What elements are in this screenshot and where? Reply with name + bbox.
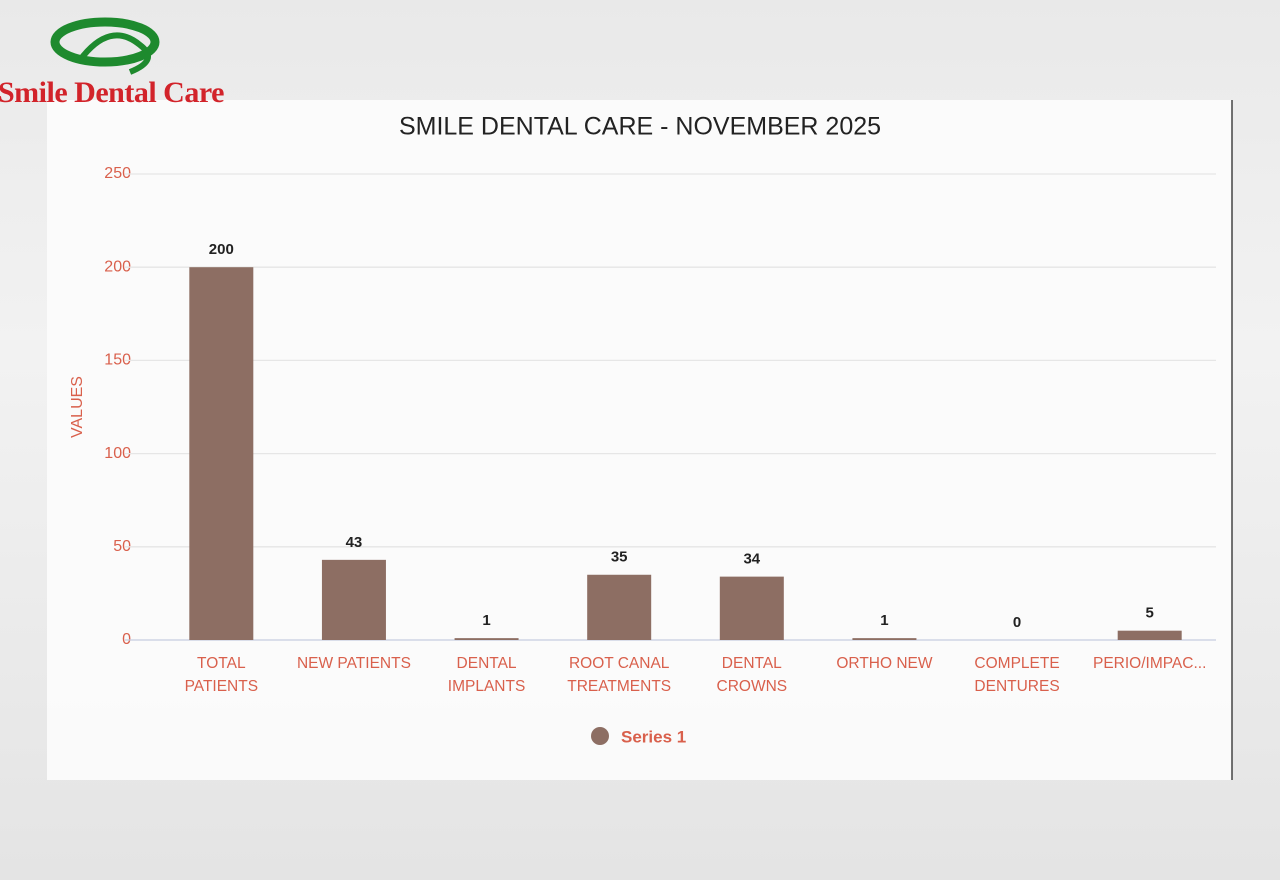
y-tick-label: 50	[113, 538, 131, 555]
data-label: 5	[1146, 605, 1154, 622]
x-tick-label: TOTAL PATIENTS	[184, 655, 259, 695]
legend-marker	[591, 727, 609, 745]
y-axis-label: VALUES	[69, 376, 86, 438]
y-tick-label: 250	[104, 165, 131, 182]
y-tick-label: 200	[104, 258, 131, 275]
y-tick-label: 150	[104, 352, 131, 369]
logo-text: Smile Dental Care	[0, 76, 224, 109]
bar	[587, 574, 652, 640]
chart-title: SMILE DENTAL CARE - NOVEMBER 2025	[399, 113, 881, 141]
bar	[719, 576, 784, 640]
x-tick-label: DENTAL CROWNS	[716, 655, 788, 695]
x-tick-label: PERIO/IMPAC...	[1092, 655, 1207, 672]
bar	[454, 638, 519, 640]
bar	[189, 267, 254, 640]
x-tick-label: COMPLETE DENTURES	[974, 655, 1060, 695]
x-tick-label: NEW PATIENTS	[296, 655, 411, 672]
data-label: 43	[346, 534, 363, 551]
x-tick-label: ORTHO NEW	[836, 655, 933, 672]
bar	[1117, 630, 1182, 640]
data-label: 1	[482, 612, 490, 629]
data-label: 35	[611, 549, 628, 566]
data-label: 1	[880, 612, 888, 629]
data-label: 34	[743, 551, 760, 568]
bar	[321, 559, 386, 640]
x-tick-label: DENTAL IMPLANTS	[447, 655, 526, 695]
data-label: 200	[209, 241, 234, 258]
logo-swirl	[77, 32, 151, 75]
logo-icon	[50, 17, 160, 67]
x-tick-label: ROOT CANAL TREATMENTS	[567, 655, 672, 695]
legend-label: Series 1	[621, 727, 686, 746]
y-tick-label: 100	[104, 445, 131, 462]
data-label: 0	[1013, 614, 1021, 631]
bar	[852, 638, 917, 640]
